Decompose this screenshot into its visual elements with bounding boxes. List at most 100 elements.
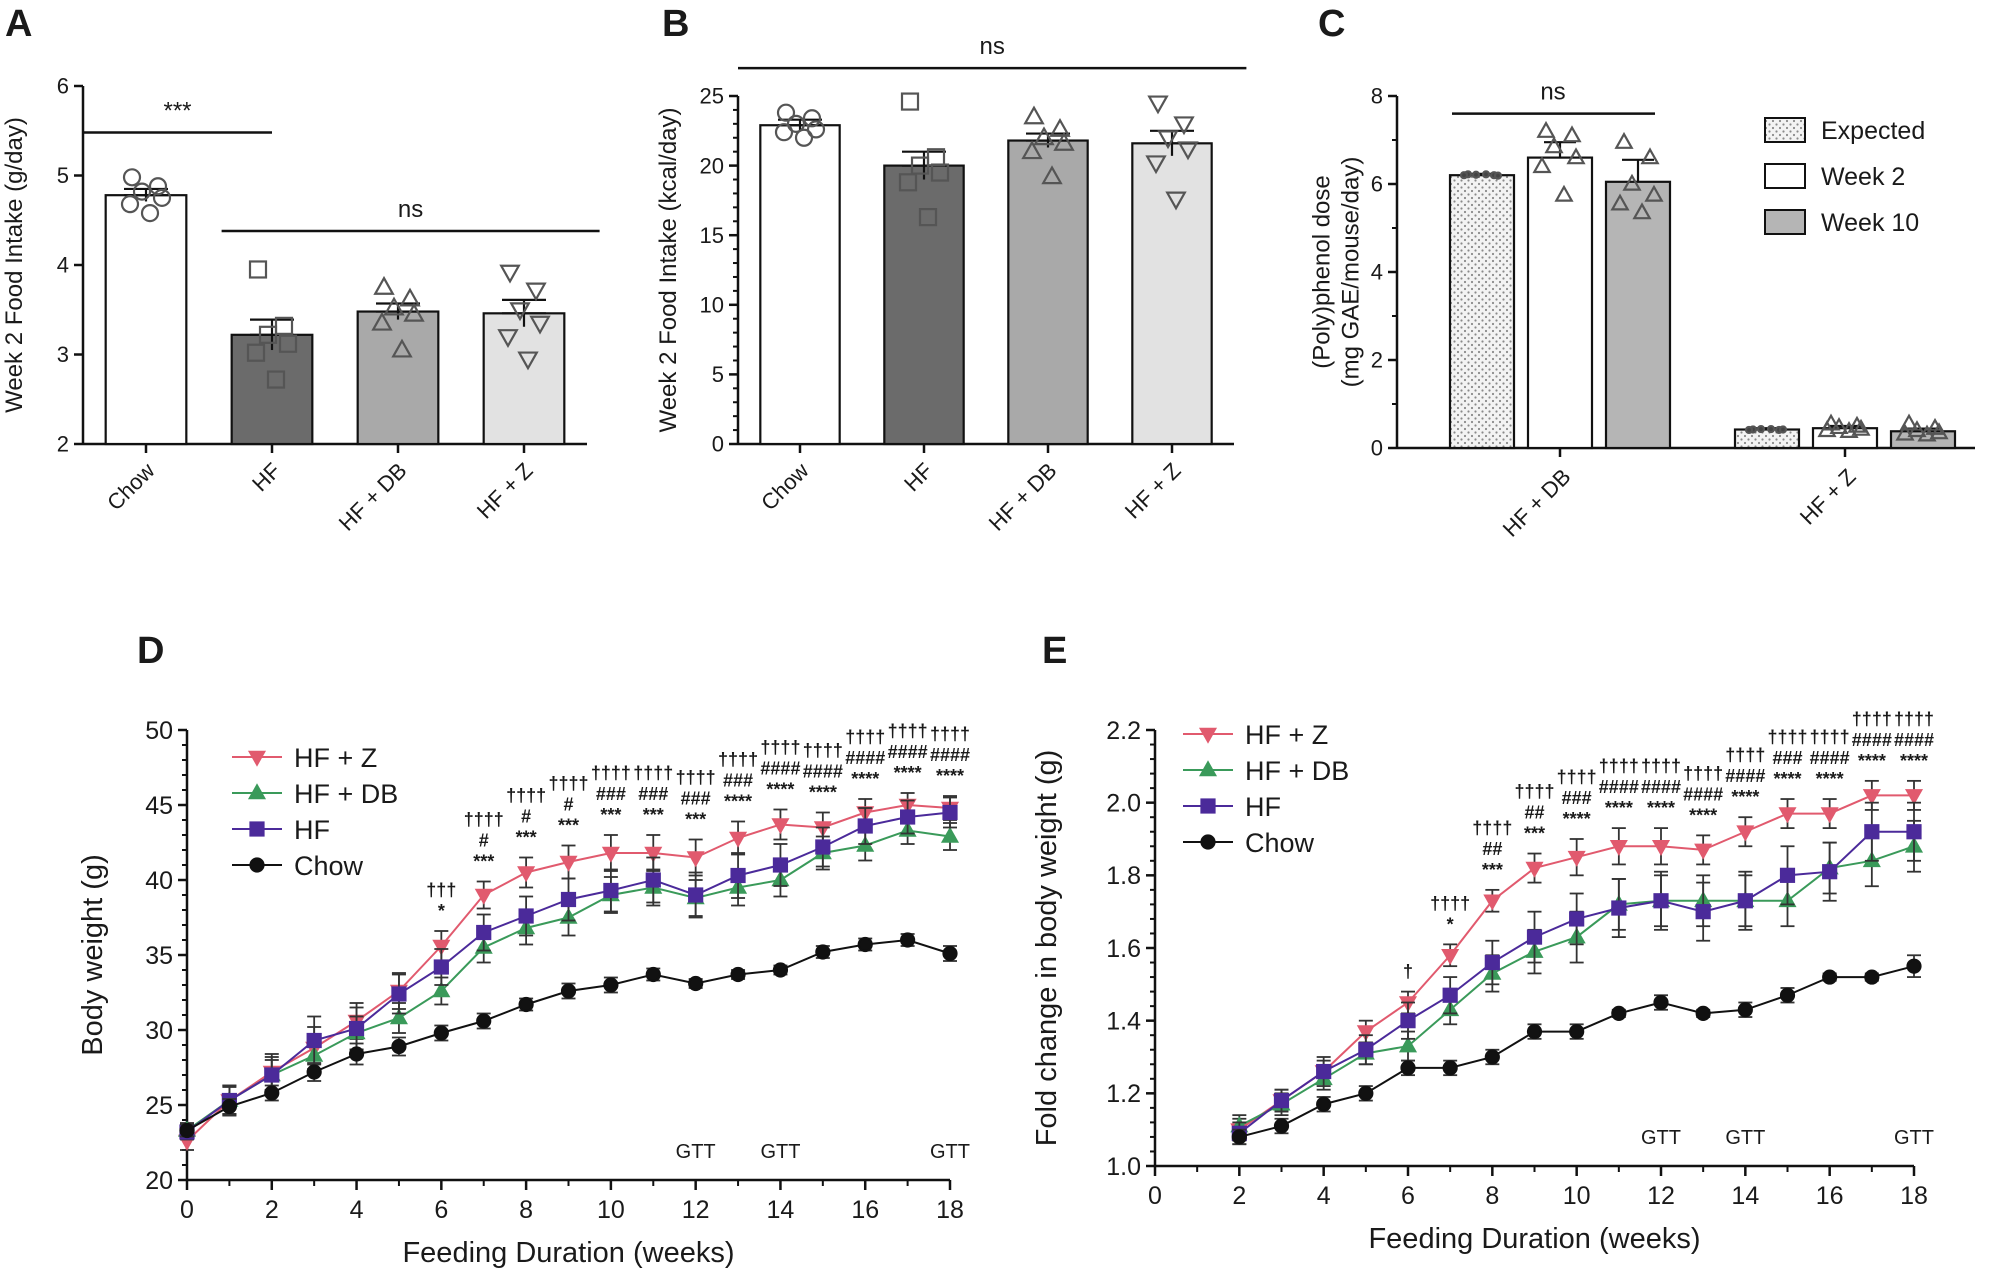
data-point <box>1766 424 1776 434</box>
y-axis-label: Fold change in body weight (g) <box>1031 750 1063 1147</box>
y-tick-label: 10 <box>700 293 724 318</box>
significance-marker: †††† <box>1894 709 1934 729</box>
data-point <box>1632 202 1652 220</box>
significance-marker: †††† <box>1641 756 1681 776</box>
data-point <box>1736 825 1755 842</box>
data-point <box>403 302 425 322</box>
significance-label: ns <box>980 33 1005 60</box>
data-point <box>857 936 873 953</box>
data-point <box>900 932 916 948</box>
data-point <box>1839 420 1859 438</box>
gtt-label: GTT <box>930 1141 970 1163</box>
legend-label: Week 10 <box>1821 209 1919 237</box>
legend-marker <box>249 821 265 837</box>
data-point <box>942 945 958 962</box>
data-point <box>1021 140 1043 160</box>
data-point <box>1822 969 1838 985</box>
data-point <box>1851 418 1871 436</box>
data-point <box>306 1064 322 1080</box>
data-point <box>857 818 873 834</box>
significance-marker: *** <box>685 810 706 830</box>
significance-label: ns <box>398 196 423 223</box>
data-point <box>1695 1005 1711 1022</box>
significance-marker: ### <box>1562 788 1592 808</box>
data-point <box>132 182 152 201</box>
significance-marker: * <box>438 901 445 921</box>
data-point <box>1907 420 1927 438</box>
significance-marker: † <box>1403 962 1413 982</box>
data-point <box>1695 904 1711 920</box>
significance-marker: #### <box>1641 777 1681 797</box>
significance-marker: †††† <box>506 786 546 806</box>
significance-marker: #### <box>1599 777 1639 797</box>
legend-swatch-expected <box>1764 117 1806 143</box>
data-point <box>730 966 746 983</box>
y-tick-label: 40 <box>145 867 173 895</box>
y-tick-label: 3 <box>57 342 69 367</box>
panel-e-line-chart: 1.0 1.2 1.4 1.6 1.8 2.0 2.2 Fold change in body… <box>1031 630 1934 1255</box>
panel-letter-c: C <box>1318 3 1345 45</box>
data-point <box>729 831 748 848</box>
legend-label: HF + DB <box>294 779 398 809</box>
y-tick-label: 2 <box>57 432 69 457</box>
significance-marker: †††† <box>845 727 885 747</box>
data-point <box>815 839 831 855</box>
data-point <box>1231 1129 1247 1145</box>
data-point <box>1567 850 1586 867</box>
series-line-chow <box>186 938 951 1132</box>
significance-marker: †††† <box>676 768 716 788</box>
x-tick-label: HF + DB <box>1498 464 1576 542</box>
y-tick-label: 0 <box>1371 436 1383 461</box>
data-point <box>1609 839 1628 856</box>
x-tick-label: 2 <box>265 1196 279 1224</box>
y-tick-label: 1.4 <box>1106 1007 1141 1035</box>
data-point <box>1778 807 1797 824</box>
data-point <box>1554 184 1574 202</box>
data-point <box>1484 1049 1500 1065</box>
data-point <box>1536 120 1556 138</box>
data-point <box>771 818 790 835</box>
y-tick-label: 2.2 <box>1106 717 1141 745</box>
significance-marker: #### <box>803 762 843 782</box>
y-tick-label: 1.8 <box>1106 862 1141 890</box>
data-point <box>278 334 298 353</box>
data-point <box>940 826 960 843</box>
significance-marker: *** <box>558 816 579 836</box>
data-point <box>772 962 789 978</box>
legend-swatch-week-10 <box>1764 209 1806 235</box>
significance-marker: #### <box>888 742 928 762</box>
data-point <box>1820 807 1839 824</box>
data-point <box>1779 987 1796 1003</box>
data-point <box>1737 1002 1753 1018</box>
legend-swatch-week-2 <box>1764 163 1806 189</box>
data-point <box>1441 948 1460 965</box>
data-point <box>1929 422 1949 440</box>
data-point <box>497 329 519 349</box>
x-tick-label: 0 <box>1148 1182 1162 1210</box>
y-axis-label: Week 2 Food Intake (kcal/day) <box>655 107 682 432</box>
y-tick-label: 35 <box>145 942 173 970</box>
y-tick-label: 6 <box>57 74 69 99</box>
data-point <box>1483 894 1502 911</box>
y-tick-label: 25 <box>145 1092 173 1120</box>
significance-marker: ### <box>681 789 711 809</box>
data-point <box>529 315 551 335</box>
data-point <box>794 128 814 147</box>
y-tick-label: 5 <box>57 163 69 188</box>
significance-marker: **** <box>1858 751 1886 771</box>
y-tick-label: 1.6 <box>1106 935 1141 963</box>
y-tick-label: 20 <box>145 1167 173 1195</box>
data-point <box>221 1098 237 1115</box>
data-point <box>688 975 704 992</box>
data-point <box>560 891 577 908</box>
significance-marker: #### <box>1852 730 1892 750</box>
significance-marker: * <box>1447 914 1454 934</box>
data-point <box>772 857 789 873</box>
data-point <box>1053 131 1075 151</box>
data-point <box>559 855 578 872</box>
data-point <box>1904 789 1924 806</box>
data-point <box>1041 165 1063 185</box>
data-point <box>248 260 268 279</box>
significance-marker: **** <box>809 783 837 803</box>
significance-marker: **** <box>1563 809 1591 829</box>
